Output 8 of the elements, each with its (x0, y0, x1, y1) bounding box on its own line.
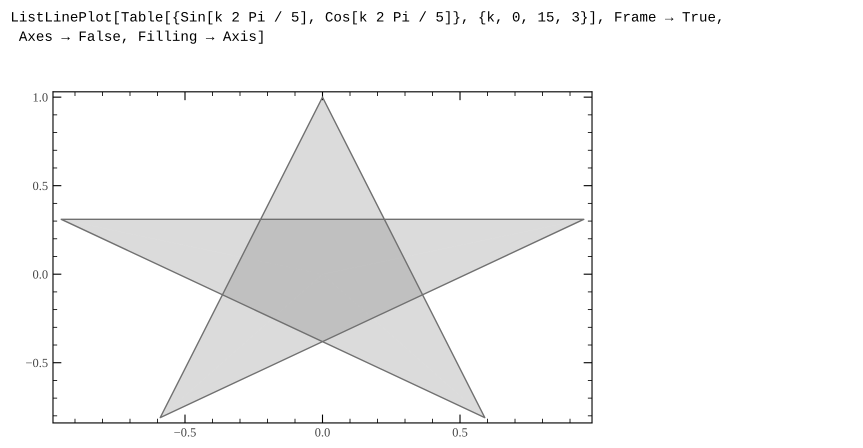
y-tick-label: 0.5 (32, 182, 48, 190)
y-tick-label: −0.5 (26, 358, 48, 368)
y-tick-label: 0.0 (32, 270, 48, 279)
x-tick-label: 0.5 (452, 428, 468, 437)
y-tick-label: 1.0 (34, 93, 48, 102)
x-tick-label: −0.5 (174, 428, 196, 437)
x-tick-label: 0.0 (315, 428, 330, 437)
chart-title: ListLinePlot[Table[{Sin[k 2 Pi / 5], Cos[k 2 Pi / 5]}, {k, 0, 15, 3}], Frame → True, Axes → False, Filling → Axis] (12, 11, 721, 44)
